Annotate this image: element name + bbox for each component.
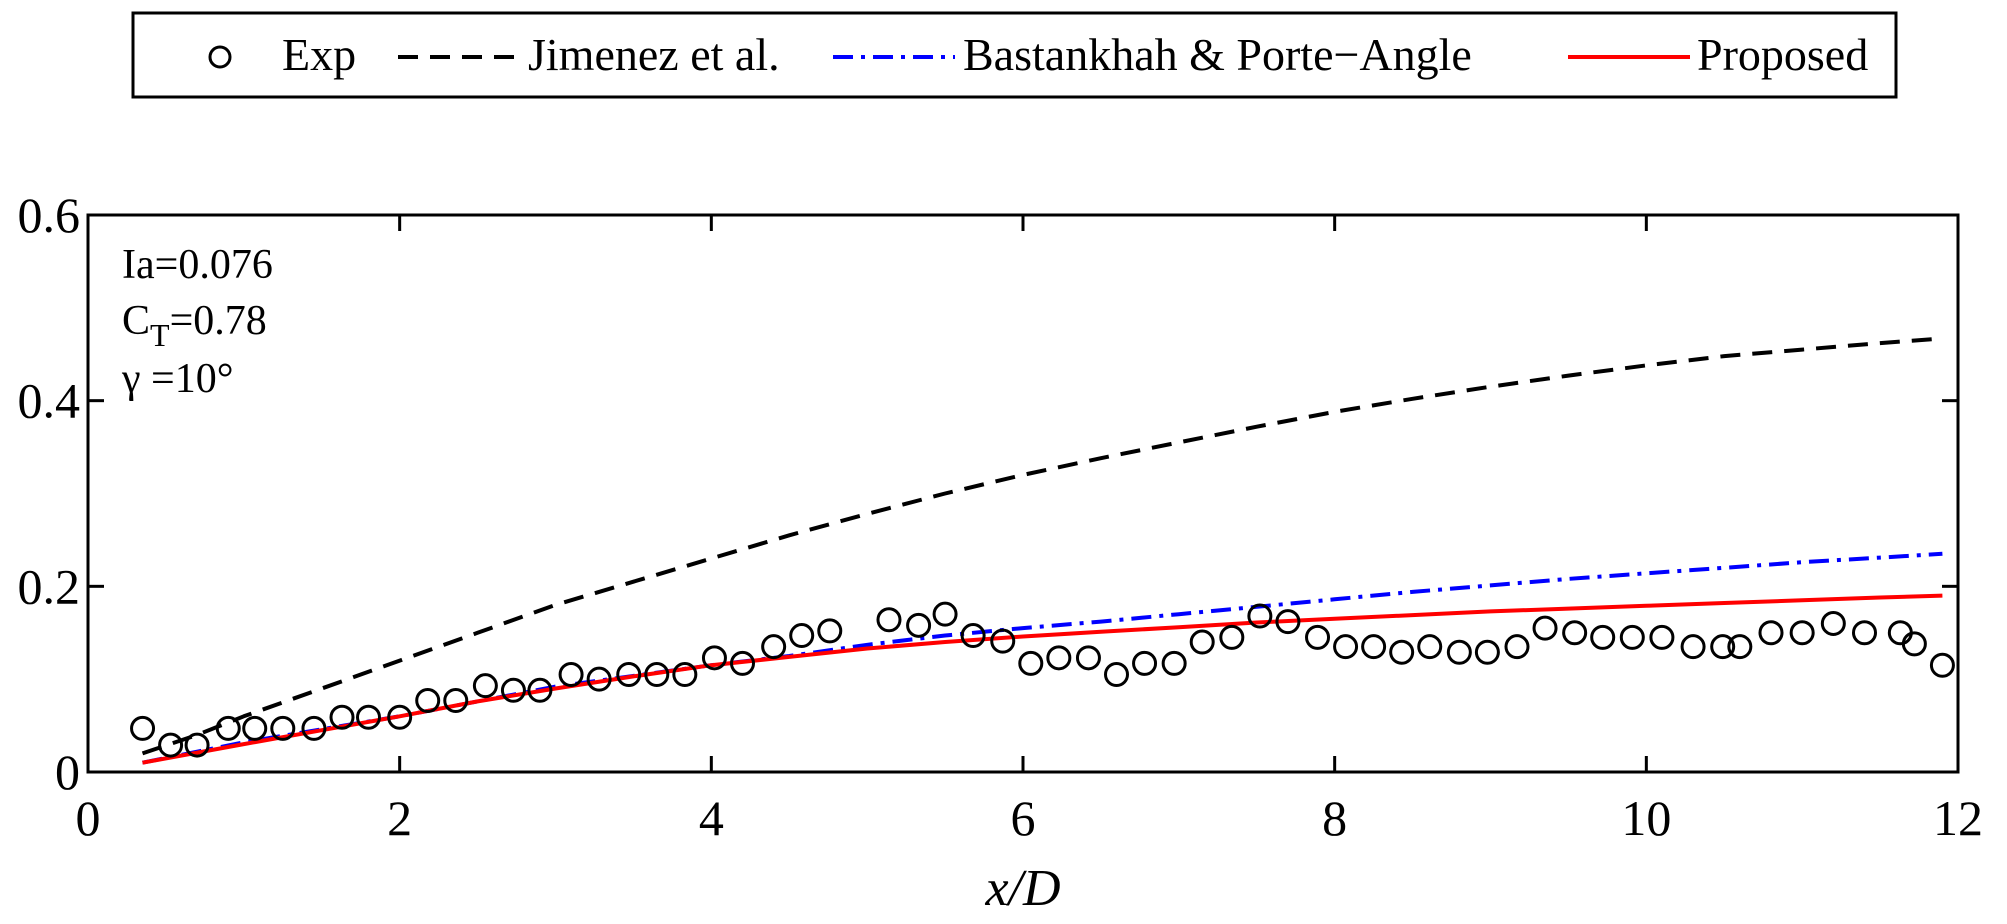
- x-tick-label-0: 0: [76, 790, 101, 846]
- exp-point-35: [1161, 650, 1187, 676]
- exp-point-20: [701, 645, 727, 671]
- exp-point-46: [1474, 639, 1500, 665]
- exp-point-6: [301, 715, 327, 741]
- exp-point-2: [184, 732, 210, 758]
- exp-point-43: [1389, 639, 1415, 665]
- exp-point-57: [1789, 620, 1815, 646]
- exp-point-16: [586, 666, 612, 692]
- exp-point-44: [1417, 634, 1443, 660]
- exp-point-36: [1189, 629, 1215, 655]
- y-tick-label-0: 0: [55, 744, 80, 800]
- exp-point-0: [130, 715, 156, 741]
- exp-point-19: [672, 662, 698, 688]
- exp-point-41: [1333, 634, 1359, 660]
- exp-point-22: [761, 634, 787, 660]
- exp-point-8: [356, 704, 381, 730]
- exp-point-9: [387, 704, 413, 730]
- x-tick-label-10: 10: [1621, 790, 1671, 846]
- exp-point-13: [500, 677, 526, 703]
- annotation-ia: Ia=0.076: [122, 242, 273, 288]
- exp-point-47: [1504, 634, 1530, 660]
- x-axis-label: x/D: [984, 860, 1060, 917]
- axis-ticks: [86, 213, 1960, 774]
- exp-point-59: [1852, 620, 1877, 646]
- legend: Exp Jimenez et al. Bastankhah & Porte−An…: [131, 11, 1898, 99]
- exp-point-25: [876, 607, 902, 633]
- annotation-ct-prefix: C: [122, 298, 150, 344]
- exp-point-48: [1532, 615, 1558, 641]
- exp-point-62: [1929, 652, 1955, 678]
- exp-point-39: [1275, 609, 1301, 635]
- exp-point-51: [1619, 624, 1645, 650]
- exp-point-14: [527, 677, 553, 703]
- exp-point-15: [558, 662, 584, 688]
- exp-point-60: [1887, 620, 1913, 646]
- plot-area-frame: [86, 213, 1960, 774]
- x-tick-labels: 0 2 4 6 8 10 12: [76, 790, 1984, 846]
- series-layer: [130, 336, 1955, 765]
- y-tick-label-0-2: 0.2: [18, 558, 81, 614]
- exp-point-3: [215, 715, 241, 741]
- exp-point-28: [960, 623, 986, 649]
- y-tick-labels: 0 0.2 0.4 0.6: [18, 187, 81, 800]
- exp-point-10: [415, 688, 441, 714]
- exp-point-42: [1361, 634, 1387, 660]
- y-tick-label-0-4: 0.4: [18, 373, 81, 429]
- exp-point-11: [443, 688, 469, 714]
- exp-point-17: [616, 662, 642, 688]
- exp-point-24: [817, 618, 843, 644]
- series-line-proposed: [142, 593, 1943, 765]
- exp-point-23: [789, 623, 815, 649]
- exp-point-18: [644, 662, 670, 688]
- exp-point-52: [1649, 624, 1675, 650]
- exp-point-5: [270, 715, 296, 741]
- x-tick-label-2: 2: [387, 790, 412, 846]
- exp-point-32: [1075, 645, 1101, 671]
- exp-point-34: [1132, 650, 1158, 676]
- exp-point-29: [990, 628, 1016, 654]
- annotation-ct: CT=0.78: [122, 298, 267, 353]
- exp-point-27: [932, 601, 958, 627]
- annotation-ct-value: =0.78: [170, 298, 267, 344]
- legend-label-exp: Exp: [282, 29, 356, 80]
- legend-label-bastankhah: Bastankhah & Porte−Angle: [963, 29, 1472, 80]
- legend-label-proposed: Proposed: [1697, 29, 1868, 80]
- exp-point-58: [1820, 610, 1846, 636]
- series-exp: [130, 601, 1955, 758]
- exp-point-26: [906, 612, 932, 638]
- legend-marker-exp: [208, 45, 232, 69]
- exp-point-55: [1727, 634, 1753, 660]
- annotations: Ia=0.076 CT=0.78 γ =10°: [121, 242, 273, 402]
- exp-point-45: [1446, 639, 1472, 665]
- legend-label-jimenez: Jimenez et al.: [528, 29, 780, 80]
- exp-point-50: [1590, 624, 1616, 650]
- annotation-gamma: γ =10°: [121, 356, 234, 402]
- exp-point-37: [1219, 624, 1245, 650]
- exp-point-4: [242, 715, 268, 741]
- exp-point-38: [1247, 603, 1273, 629]
- x-tick-label-4: 4: [699, 790, 724, 846]
- x-tick-label-12: 12: [1933, 790, 1983, 846]
- series-line-jimenez-et-al: [141, 336, 1943, 756]
- exp-point-56: [1758, 620, 1784, 646]
- series-line-bastankhah-porte-angle: [142, 551, 1943, 765]
- exp-point-49: [1562, 620, 1588, 646]
- exp-point-33: [1104, 662, 1129, 688]
- exp-point-1: [158, 732, 184, 758]
- exp-point-40: [1305, 624, 1331, 650]
- exp-point-31: [1046, 645, 1072, 671]
- exp-point-7: [329, 704, 355, 730]
- exp-point-12: [472, 673, 498, 699]
- exp-point-53: [1680, 634, 1706, 660]
- x-tick-label-6: 6: [1011, 790, 1036, 846]
- y-tick-label-0-6: 0.6: [18, 187, 81, 243]
- x-tick-label-8: 8: [1322, 790, 1347, 846]
- exp-point-30: [1018, 650, 1044, 676]
- annotation-ct-subscript: T: [150, 317, 170, 353]
- exp-point-21: [730, 650, 755, 676]
- exp-point-54: [1710, 634, 1736, 660]
- exp-point-61: [1901, 631, 1927, 657]
